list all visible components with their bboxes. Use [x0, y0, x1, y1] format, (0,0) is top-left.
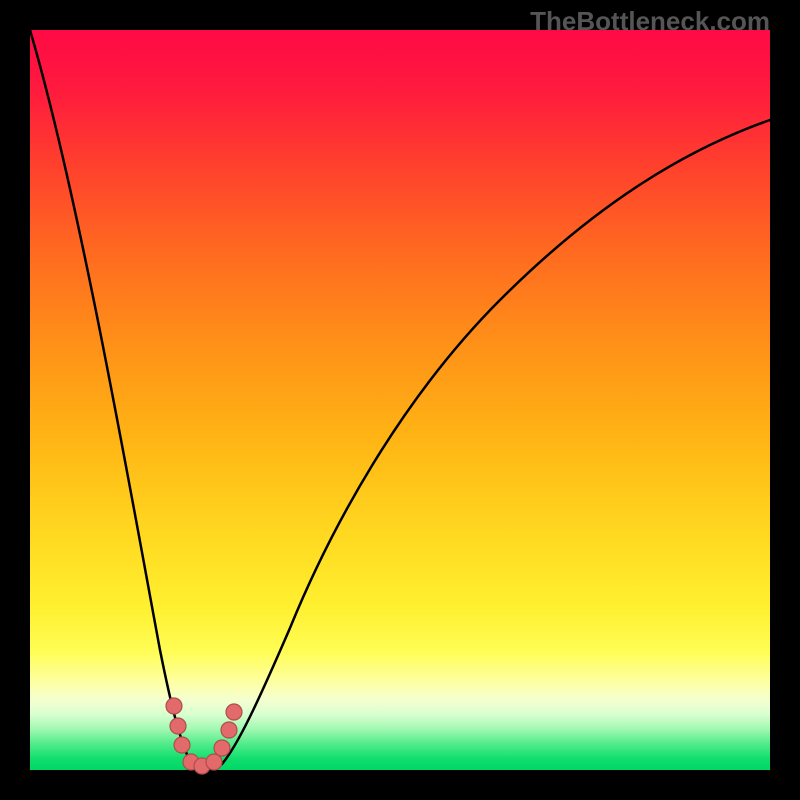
marker-point	[214, 740, 230, 756]
marker-point	[170, 718, 186, 734]
curve-overlay-svg	[0, 0, 800, 800]
bottleneck-curve	[30, 30, 770, 770]
marker-point	[221, 722, 237, 738]
bottleneck-chart: TheBottleneck.com	[0, 0, 800, 800]
marker-point	[226, 704, 242, 720]
marker-group	[166, 698, 242, 774]
marker-point	[206, 754, 222, 770]
marker-point	[166, 698, 182, 714]
marker-point	[174, 737, 190, 753]
